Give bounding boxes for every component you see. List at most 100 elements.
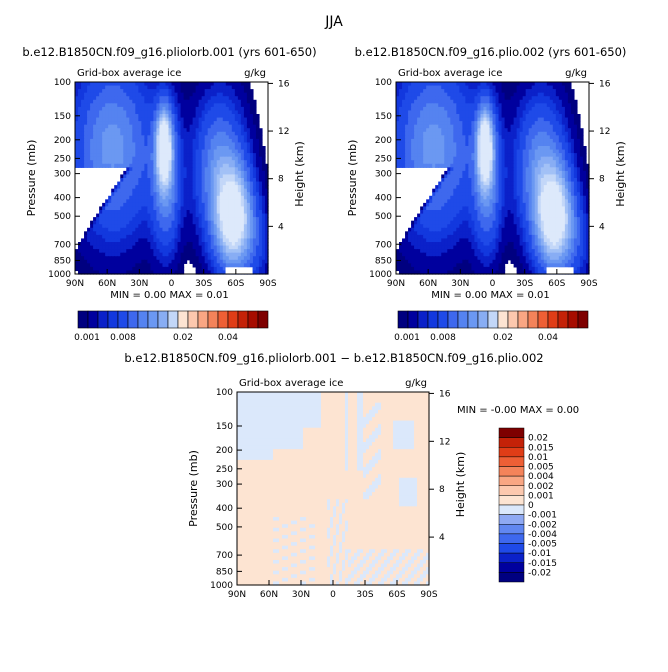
- field-cells: [396, 82, 590, 275]
- field-cell: [574, 100, 578, 104]
- colorbar-swatch: [228, 311, 238, 328]
- colorbar-swatch: [238, 311, 248, 328]
- x-tick-label: 60N: [98, 279, 116, 289]
- colorbar-swatch: [158, 311, 168, 328]
- field-cell: [583, 157, 587, 161]
- field-cell: [247, 82, 251, 86]
- field-cell: [577, 118, 581, 122]
- colorbar-label: 0.02: [173, 333, 193, 343]
- units-label: g/kg: [244, 68, 266, 79]
- field-cell: [184, 260, 188, 264]
- x-tick-label: 60S: [227, 279, 244, 289]
- field-cell: [181, 267, 185, 271]
- colorbar-swatch: [208, 311, 218, 328]
- field-cell: [571, 89, 575, 93]
- y2-tick-label: 16: [278, 79, 290, 89]
- field-cell: [571, 93, 575, 97]
- field-cell: [580, 128, 584, 132]
- variable-label: Grid-box average ice: [77, 68, 181, 79]
- field-cells: [75, 82, 269, 275]
- colorbar-swatch: [148, 311, 158, 328]
- field-cell: [262, 150, 266, 154]
- field-cell: [574, 110, 578, 114]
- field-cell: [568, 82, 572, 86]
- colorbar-swatch: [188, 311, 198, 328]
- y-tick-label: 850: [54, 256, 71, 266]
- field-cell: [583, 146, 587, 150]
- field-cell: [250, 96, 254, 100]
- y-tick-label: 250: [54, 154, 71, 164]
- y-tick-label: 200: [54, 136, 71, 146]
- field-cell: [250, 89, 254, 93]
- field-cell: [577, 114, 581, 118]
- field-cell: [181, 263, 185, 267]
- colorbar-swatch: [78, 311, 88, 328]
- field-cell: [583, 160, 587, 164]
- field-cell: [247, 86, 251, 90]
- y-tick-label: 1000: [48, 270, 71, 280]
- variable-label: Grid-box average ice: [398, 68, 502, 79]
- panel-title: b.e12.B1850CN.f09_g16.plio.002 (yrs 601-…: [355, 45, 627, 59]
- field-cell: [574, 103, 578, 107]
- colorbar-swatch: [258, 311, 268, 328]
- min-max-stats: MIN = 0.00 MAX = 0.01: [110, 290, 229, 301]
- field-cell: [259, 128, 263, 132]
- colorbar-swatch: [128, 311, 138, 328]
- missing-data-mask: [226, 267, 253, 274]
- colorbar-swatch: [118, 311, 128, 328]
- colorbar-swatch: [168, 311, 178, 328]
- field-cell: [253, 110, 257, 114]
- colorbar-swatch: [248, 311, 258, 328]
- y2-axis-label: Height (km): [293, 141, 306, 207]
- field-cell: [250, 93, 254, 97]
- field-cell: [253, 107, 257, 111]
- field-cell: [580, 135, 584, 139]
- x-tick-label: 90S: [259, 279, 276, 289]
- x-tick-label: 30N: [130, 279, 148, 289]
- y-tick-label: 150: [54, 112, 71, 122]
- units-label: g/kg: [565, 68, 587, 79]
- field-cell: [256, 125, 260, 129]
- panel-title: b.e12.B1850CN.f09_g16.pliolorb.001 (yrs …: [22, 45, 316, 59]
- field-cell: [256, 118, 260, 122]
- y-axis-label: Pressure (mb): [25, 140, 38, 217]
- field-cell: [574, 107, 578, 111]
- field-cell: [262, 153, 266, 157]
- y-tick-label: 700: [54, 240, 71, 250]
- colorbar-swatch: [108, 311, 118, 328]
- field-cell: [262, 146, 266, 150]
- field-cell: [580, 132, 584, 136]
- page-title: JJA: [324, 14, 343, 30]
- field-cell: [259, 139, 263, 143]
- field-cell: [253, 103, 257, 107]
- colorbar-swatch: [178, 311, 188, 328]
- field-cell: [253, 100, 257, 104]
- field-cell: [577, 121, 581, 125]
- field-cell: [262, 157, 266, 161]
- field-cell: [583, 153, 587, 157]
- chart-panel-2: b.e12.B1850CN.f09_g16.plio.002 (yrs 601-…: [346, 45, 627, 343]
- field-cell: [259, 132, 263, 136]
- field-cell: [259, 142, 263, 146]
- x-tick-label: 90N: [66, 279, 84, 289]
- colorbar-label: 0.008: [110, 333, 136, 343]
- y2-tick-label: 4: [278, 222, 284, 232]
- x-tick-label: 0: [169, 279, 175, 289]
- y-tick-label: 500: [54, 212, 71, 222]
- x-tick-label: 30S: [195, 279, 212, 289]
- colorbar-swatch: [198, 311, 208, 328]
- y-tick-label: 400: [54, 194, 71, 204]
- chart-panel-1: b.e12.B1850CN.f09_g16.pliolorb.001 (yrs …: [22, 45, 316, 343]
- colorbar-label: 0.001: [74, 333, 100, 343]
- field-cell: [262, 160, 266, 164]
- colorbar-swatch: [88, 311, 98, 328]
- field-cell: [580, 142, 584, 146]
- field-cell: [583, 150, 587, 154]
- field-cell: [259, 135, 263, 139]
- colorbar-swatch: [138, 311, 148, 328]
- field-cell: [580, 139, 584, 143]
- field-cell: [256, 121, 260, 125]
